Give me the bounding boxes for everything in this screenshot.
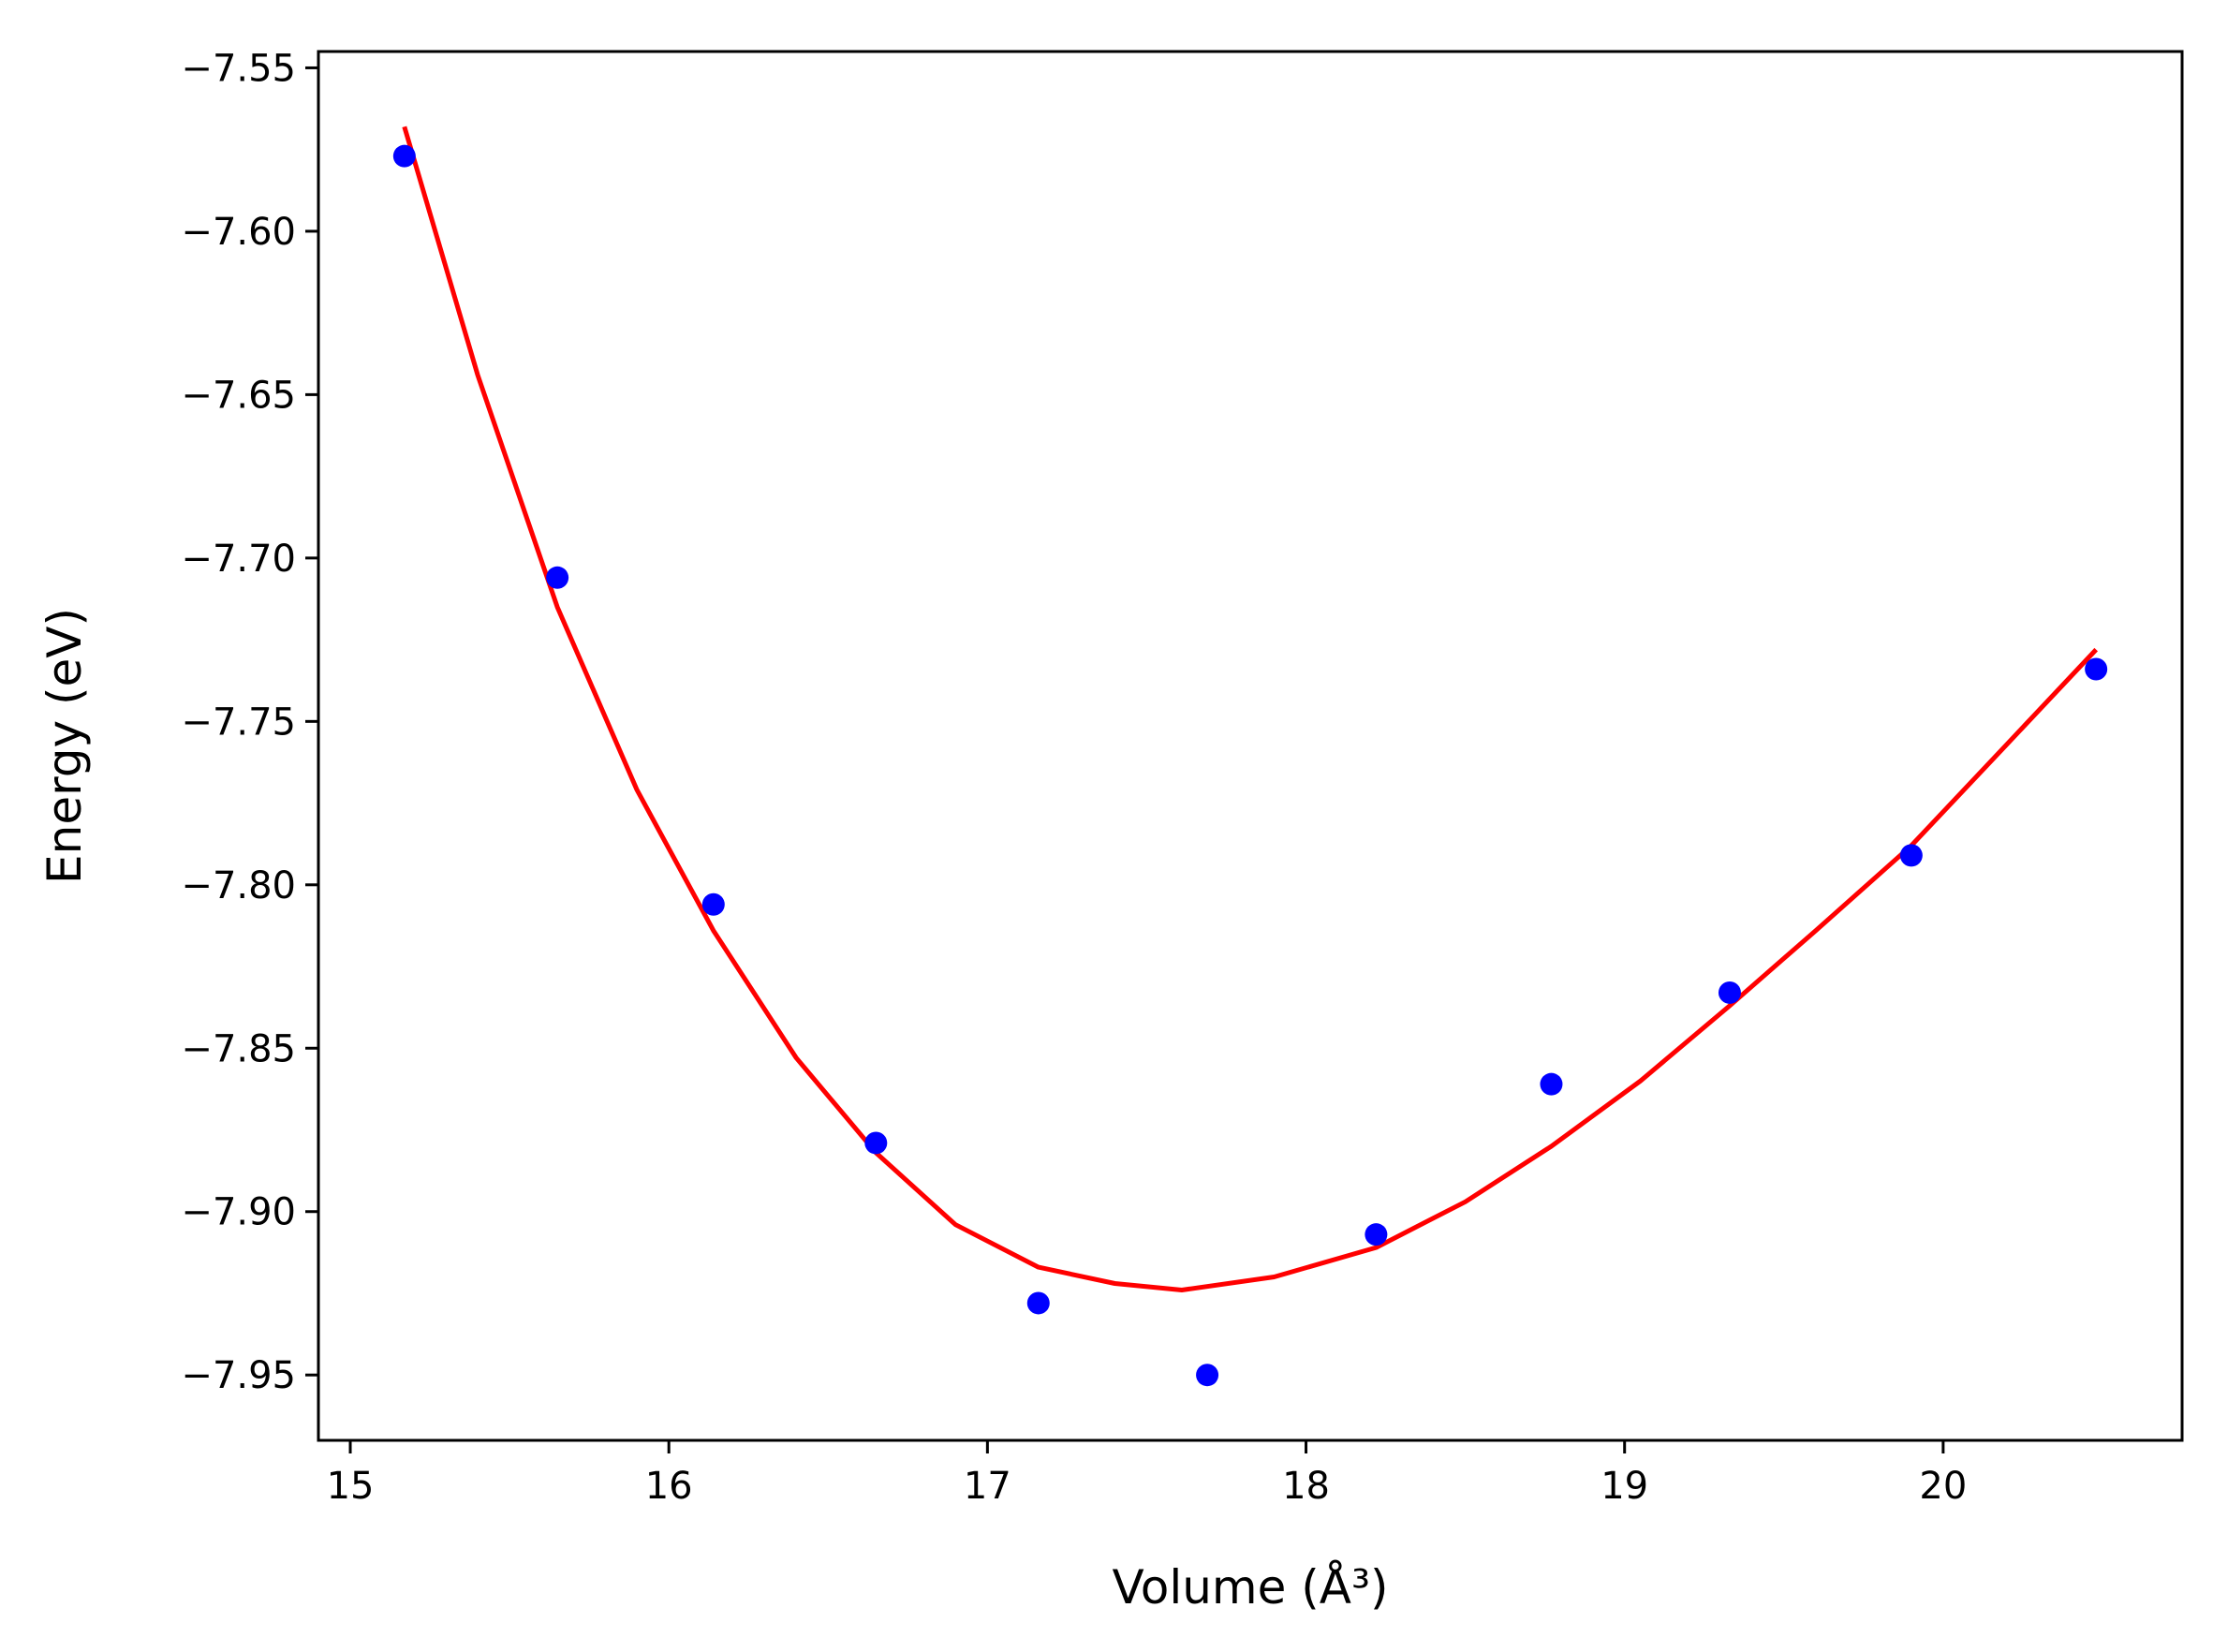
data-point xyxy=(864,1131,888,1155)
x-tick-label: 19 xyxy=(1601,1465,1648,1508)
data-point xyxy=(546,566,569,589)
y-tick-label: −7.65 xyxy=(181,374,296,417)
data-point xyxy=(392,144,416,168)
y-tick-label: −7.90 xyxy=(181,1191,296,1234)
y-axis: −7.55 −7.60 −7.65 −7.70 −7.75 −7.80 −7.85 −7.90… xyxy=(181,47,318,1397)
y-tick-label: −7.95 xyxy=(181,1354,296,1397)
x-tick-label: 20 xyxy=(1919,1465,1967,1508)
y-tick-label: −7.85 xyxy=(181,1027,296,1070)
y-tick-label: −7.70 xyxy=(181,538,296,581)
x-axis: 15 16 17 18 19 20 xyxy=(327,1440,1967,1508)
y-axis-label: Energy (eV) xyxy=(37,608,92,884)
data-point xyxy=(1365,1223,1388,1246)
x-tick-label: 18 xyxy=(1282,1465,1330,1508)
y-tick-label: −7.60 xyxy=(181,211,296,254)
data-point xyxy=(1196,1364,1219,1387)
fit-curve xyxy=(402,125,2099,1292)
data-point xyxy=(701,892,725,916)
x-tick-label: 17 xyxy=(964,1465,1011,1508)
data-point xyxy=(1026,1291,1050,1315)
y-tick-label: −7.75 xyxy=(181,701,296,744)
y-tick-label: −7.80 xyxy=(181,864,296,907)
x-axis-label: Volume (Å³) xyxy=(1112,1560,1388,1615)
data-points-layer xyxy=(392,144,2108,1387)
data-point xyxy=(1899,844,1923,867)
y-tick-label: −7.55 xyxy=(181,47,296,90)
data-point xyxy=(2085,657,2108,681)
data-point xyxy=(1718,981,1741,1004)
plot-area xyxy=(317,50,2184,1442)
plot-frame xyxy=(317,50,2184,1442)
data-point xyxy=(1540,1072,1563,1096)
x-tick-label: 16 xyxy=(645,1465,693,1508)
x-tick-label: 15 xyxy=(327,1465,375,1508)
fit-curve-layer xyxy=(402,125,2099,1292)
